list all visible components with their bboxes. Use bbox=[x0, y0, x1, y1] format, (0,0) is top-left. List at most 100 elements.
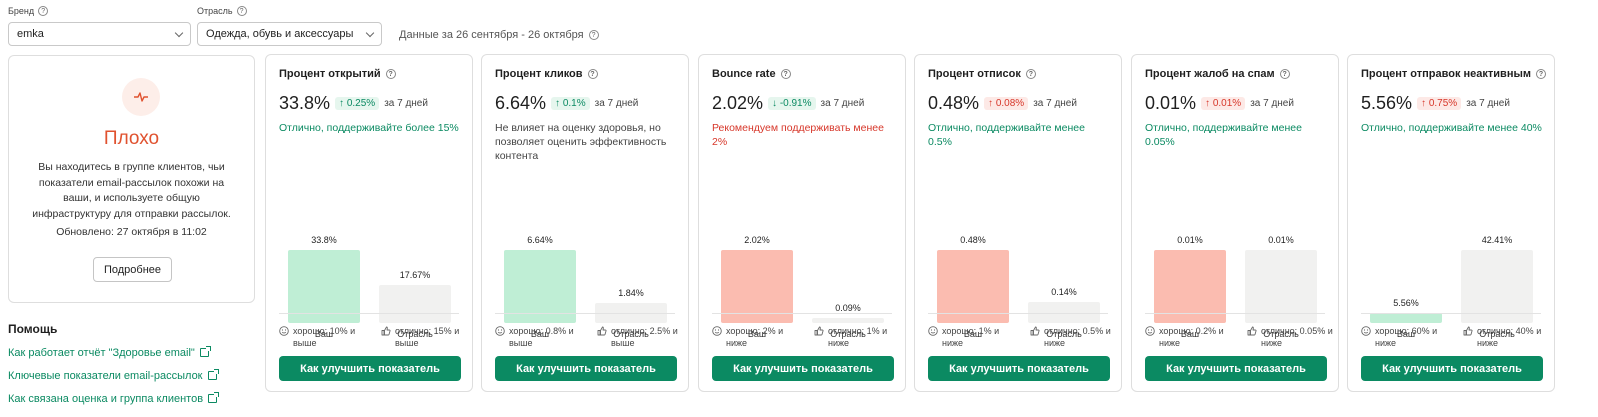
metric-title-text: Процент кликов bbox=[495, 68, 583, 80]
metric-value-row: 0.01% ↑ 0.01% за 7 дней bbox=[1145, 93, 1294, 114]
improve-metric-button[interactable]: Как улучшить показатель bbox=[1361, 356, 1543, 381]
legend-excellent: отлично: 40% и ниже bbox=[1463, 325, 1551, 349]
improve-metric-button[interactable]: Как улучшить показатель bbox=[928, 356, 1110, 381]
industry-bar-label: Отрасль bbox=[397, 329, 433, 339]
yours-bar bbox=[504, 250, 576, 323]
legend-excellent-text: отлично: 40% и ниже bbox=[1477, 326, 1542, 348]
metric-value: 33.8% bbox=[279, 93, 331, 113]
metric-card: Процент жалоб на спам? 0.01% ↑ 0.01% за 7 д… bbox=[1131, 54, 1339, 392]
help-icon[interactable]: ? bbox=[1025, 69, 1036, 79]
industry-bar-label: Отрасль bbox=[1479, 329, 1515, 339]
metric-card: Процент отписок? 0.48% ↑ 0.08% за 7 дней Отл… bbox=[914, 54, 1122, 392]
smile-icon bbox=[928, 326, 938, 336]
industry-bar-value: 0.09% bbox=[835, 303, 861, 313]
brand-select[interactable]: emka bbox=[8, 22, 191, 46]
metric-delta-badge: ↑ 0.1% bbox=[551, 97, 590, 110]
legend-excellent-text: отлично: 0.5% и ниже bbox=[1044, 326, 1111, 348]
thumbs-up-icon bbox=[1030, 326, 1040, 336]
improve-metric-button[interactable]: Как улучшить показатель bbox=[495, 356, 677, 381]
legend-excellent: отлично: 15% и выше bbox=[381, 325, 469, 349]
yours-bar-label: Ваш bbox=[963, 329, 983, 339]
help-icon[interactable]: ? bbox=[38, 6, 49, 16]
help-link[interactable]: Как связана оценка и группа клиентов bbox=[8, 392, 258, 405]
metric-title-text: Процент жалоб на спам bbox=[1145, 68, 1275, 80]
status-title: Плохо bbox=[103, 128, 160, 149]
comparison-chart: 0.48% Ваш 0.14% Отрасль bbox=[924, 173, 1106, 343]
metric-title: Процент кликов? bbox=[495, 68, 598, 80]
help-icon[interactable]: ? bbox=[385, 69, 396, 79]
brand-label: Бренд bbox=[8, 6, 35, 16]
industry-bar bbox=[595, 302, 667, 323]
industry-bar-value: 0.01% bbox=[1268, 235, 1294, 245]
industry-bar-label: Отрасль bbox=[830, 329, 866, 339]
comparison-chart: 2.02% Ваш 0.09% Отрасль bbox=[708, 173, 890, 343]
metric-title-text: Процент отписок bbox=[928, 68, 1021, 80]
thumbs-up-icon bbox=[381, 326, 391, 336]
yours-bar-label: Ваш bbox=[1396, 329, 1416, 339]
metric-title-text: Bounce rate bbox=[712, 68, 776, 80]
thumbs-up-icon bbox=[1247, 326, 1257, 336]
industry-select[interactable]: Одежда, обувь и аксессуары bbox=[197, 22, 382, 46]
external-link-icon bbox=[199, 346, 211, 357]
industry-bar-value: 1.84% bbox=[618, 287, 644, 298]
improve-metric-button[interactable]: Как улучшить показатель bbox=[279, 356, 461, 381]
comparison-chart: 33.8% Ваш 17.67% Отрасль bbox=[275, 173, 457, 343]
metric-card: Процент отправок неактивным? 5.56% ↑ 0.75%… bbox=[1347, 54, 1555, 392]
metric-title-text: Процент отправок неактивным bbox=[1361, 68, 1531, 80]
more-button[interactable]: Подробнее bbox=[93, 257, 172, 282]
smile-icon bbox=[495, 326, 505, 336]
metric-recommendation: Рекомендуем поддерживать менее 2% bbox=[712, 122, 884, 148]
help-link-label: Ключевые показатели email-рассылок bbox=[8, 369, 203, 382]
help-section: Помощь Как работает отчёт "Здоровье emai… bbox=[8, 322, 258, 405]
metric-card: Bounce rate? 2.02% ↓ -0.91% за 7 дней Рекоме… bbox=[698, 54, 906, 392]
legend-good: хорошо: 60% и ниже bbox=[1361, 325, 1449, 349]
help-icon[interactable]: ? bbox=[588, 30, 599, 40]
industry-bar bbox=[812, 318, 884, 323]
metric-period: за 7 дней bbox=[820, 98, 865, 109]
metric-title: Процент отписок? bbox=[928, 68, 1036, 80]
yours-bar-label: Ваш bbox=[530, 329, 550, 339]
improve-metric-button[interactable]: Как улучшить показатель bbox=[712, 356, 894, 381]
yours-bar-value: 0.48% bbox=[960, 235, 986, 245]
metric-title: Процент жалоб на спам? bbox=[1145, 68, 1290, 80]
status-description: Вы находитесь в группе клиентов, чьи пок… bbox=[32, 161, 231, 220]
metric-card: Процент кликов? 6.64% ↑ 0.1% за 7 дней Не вл… bbox=[481, 54, 689, 392]
help-link[interactable]: Как работает отчёт "Здоровье email" bbox=[8, 346, 258, 359]
legend-good: хорошо: 10% и выше bbox=[279, 325, 367, 349]
period-info: Данные за 26 сентября - 26 октября ? bbox=[399, 26, 599, 44]
legend-good-text: хорошо: 60% и ниже bbox=[1375, 326, 1438, 348]
metric-delta-badge: ↑ 0.08% bbox=[984, 97, 1029, 110]
metric-title: Процент открытий? bbox=[279, 68, 396, 80]
industry-filter: Отрасль ? Одежда, обувь и аксессуары bbox=[197, 4, 382, 46]
metric-title: Bounce rate? bbox=[712, 68, 791, 80]
legend-good-text: хорошо: 10% и выше bbox=[293, 326, 356, 348]
yours-bar bbox=[1370, 313, 1442, 323]
help-icon[interactable]: ? bbox=[236, 6, 247, 16]
industry-bar-label: Отрасль bbox=[613, 329, 649, 339]
help-link[interactable]: Ключевые показатели email-рассылок bbox=[8, 369, 258, 382]
legend-good-text: хорошо: 1% и ниже bbox=[942, 326, 1000, 348]
metric-title-text: Процент открытий bbox=[279, 68, 381, 80]
legend-excellent: отлично: 1% и ниже bbox=[814, 325, 902, 349]
industry-bar-value: 42.41% bbox=[1481, 235, 1513, 245]
help-icon[interactable]: ? bbox=[587, 69, 598, 79]
help-icon[interactable]: ? bbox=[1279, 69, 1290, 79]
help-icon[interactable]: ? bbox=[780, 69, 791, 79]
thumbs-up-icon bbox=[814, 326, 824, 336]
help-link-label: Как связана оценка и группа клиентов bbox=[8, 392, 204, 405]
improve-metric-button[interactable]: Как улучшить показатель bbox=[1145, 356, 1327, 381]
industry-bar-label: Отрасль bbox=[1046, 329, 1082, 339]
metric-delta-badge: ↑ 0.75% bbox=[1417, 97, 1462, 110]
chevron-down-icon bbox=[174, 28, 184, 37]
yours-bar bbox=[288, 250, 360, 323]
legend-excellent-text: отлично: 2.5% и выше bbox=[611, 326, 678, 348]
metric-recommendation: Отлично, поддерживайте менее 40% bbox=[1361, 122, 1542, 134]
metric-value: 0.01% bbox=[1145, 93, 1197, 113]
help-icon[interactable]: ? bbox=[1536, 69, 1546, 79]
smile-icon bbox=[1361, 326, 1371, 336]
comparison-chart: 5.56% Ваш 42.41% Отрасль bbox=[1357, 173, 1539, 343]
legend-excellent: отлично: 2.5% и выше bbox=[597, 325, 685, 349]
smile-icon bbox=[1145, 326, 1155, 336]
metric-delta-badge: ↑ 0.01% bbox=[1201, 97, 1246, 110]
filters-bar: Бренд ? emka Отрасль ? Одежда, обувь и а… bbox=[8, 4, 708, 48]
